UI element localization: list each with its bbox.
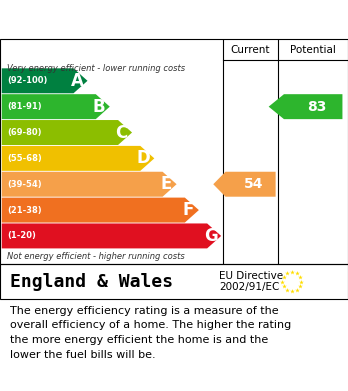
Text: C: C xyxy=(116,124,128,142)
Text: England & Wales: England & Wales xyxy=(10,273,174,291)
Text: Very energy efficient - lower running costs: Very energy efficient - lower running co… xyxy=(7,64,185,73)
Text: D: D xyxy=(137,149,151,167)
Text: EU Directive
2002/91/EC: EU Directive 2002/91/EC xyxy=(219,271,283,292)
Text: (92-100): (92-100) xyxy=(8,76,48,85)
Polygon shape xyxy=(2,94,110,119)
Text: 54: 54 xyxy=(244,177,264,191)
Text: (81-91): (81-91) xyxy=(8,102,42,111)
Text: (39-54): (39-54) xyxy=(8,180,42,189)
Text: Energy Efficiency Rating: Energy Efficiency Rating xyxy=(10,11,239,29)
Text: G: G xyxy=(204,227,218,245)
Text: 83: 83 xyxy=(307,100,326,114)
Text: (1-20): (1-20) xyxy=(8,231,37,240)
Polygon shape xyxy=(2,197,199,222)
Text: Potential: Potential xyxy=(290,45,336,55)
Text: B: B xyxy=(93,98,105,116)
Polygon shape xyxy=(213,172,276,197)
Polygon shape xyxy=(2,120,132,145)
Text: Not energy efficient - higher running costs: Not energy efficient - higher running co… xyxy=(7,251,185,260)
Polygon shape xyxy=(2,172,176,197)
Text: A: A xyxy=(71,72,84,90)
Text: (69-80): (69-80) xyxy=(8,128,42,137)
Polygon shape xyxy=(2,68,87,93)
Text: (55-68): (55-68) xyxy=(8,154,42,163)
Text: Current: Current xyxy=(231,45,270,55)
Polygon shape xyxy=(2,146,154,171)
Text: F: F xyxy=(183,201,194,219)
Text: E: E xyxy=(160,175,172,193)
Polygon shape xyxy=(269,94,342,119)
Text: The energy efficiency rating is a measure of the
overall efficiency of a home. T: The energy efficiency rating is a measur… xyxy=(10,305,292,360)
Text: (21-38): (21-38) xyxy=(8,206,42,215)
Polygon shape xyxy=(2,223,221,248)
